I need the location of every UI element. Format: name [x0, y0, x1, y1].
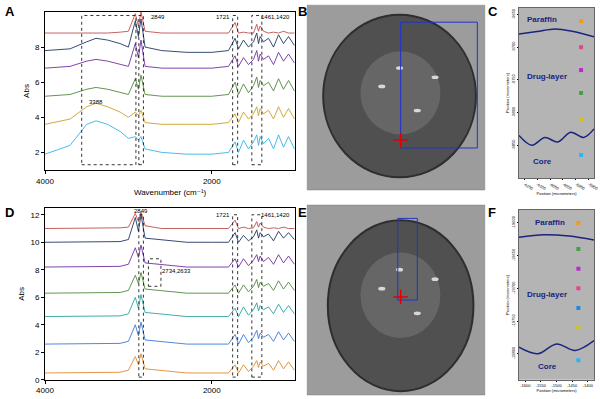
svg-text:-19750: -19750	[511, 313, 516, 326]
svg-text:8: 8	[35, 43, 40, 52]
svg-text:-6050: -6050	[549, 182, 561, 192]
svg-text:Position (micrometers): Position (micrometers)	[536, 191, 577, 196]
svg-text:D: D	[5, 205, 14, 220]
svg-text:Paraffin: Paraffin	[527, 15, 557, 24]
svg-text:-19600: -19600	[511, 215, 516, 228]
svg-text:4000: 4000	[36, 386, 54, 395]
svg-text:8: 8	[35, 266, 40, 275]
svg-text:Paraffin: Paraffin	[535, 218, 565, 227]
svg-text:-1550: -1550	[536, 383, 547, 388]
svg-text:1721: 1721	[216, 14, 230, 20]
svg-text:-9800: -9800	[511, 106, 516, 117]
svg-text:1461,1420: 1461,1420	[261, 212, 290, 218]
svg-text:10: 10	[30, 238, 39, 247]
svg-text:-19800: -19800	[511, 346, 516, 359]
svg-text:F: F	[488, 205, 496, 220]
svg-text:B: B	[298, 4, 307, 19]
svg-text:-9750: -9750	[511, 73, 516, 84]
svg-text:-5900: -5900	[587, 182, 599, 192]
svg-text:-6100: -6100	[536, 182, 548, 192]
svg-text:Abs: Abs	[22, 84, 31, 98]
svg-text:Position (micrometers): Position (micrometers)	[505, 72, 510, 113]
svg-text:-1400: -1400	[583, 383, 594, 388]
svg-text:A: A	[5, 4, 15, 19]
svg-text:2849: 2849	[151, 14, 165, 20]
svg-text:-19700: -19700	[511, 281, 516, 294]
svg-text:3388: 3388	[89, 99, 103, 105]
svg-text:0: 0	[35, 376, 40, 385]
svg-text:Abs: Abs	[17, 287, 26, 301]
svg-text:Position (micrometers): Position (micrometers)	[536, 388, 577, 393]
svg-text:1721: 1721	[216, 212, 230, 218]
svg-text:2849: 2849	[134, 208, 148, 214]
svg-text:-9700: -9700	[511, 41, 516, 52]
svg-text:-6150: -6150	[523, 182, 535, 192]
svg-text:E: E	[298, 205, 307, 220]
svg-text:2: 2	[35, 348, 40, 357]
svg-text:12: 12	[30, 211, 39, 220]
svg-text:-1450: -1450	[567, 383, 578, 388]
svg-text:6: 6	[35, 78, 40, 87]
svg-text:4: 4	[35, 113, 40, 122]
svg-text:2: 2	[35, 148, 40, 157]
svg-text:Position (micrometers): Position (micrometers)	[505, 274, 510, 315]
svg-text:-9850: -9850	[511, 139, 516, 150]
svg-text:1461,1420: 1461,1420	[261, 14, 290, 20]
svg-text:4: 4	[35, 321, 40, 330]
svg-text:-19650: -19650	[511, 248, 516, 261]
svg-text:Drug-layer: Drug-layer	[527, 290, 567, 299]
svg-text:-6000: -6000	[561, 182, 573, 192]
svg-text:4000: 4000	[36, 177, 54, 186]
svg-text:C: C	[488, 4, 498, 19]
svg-text:Drug-layer: Drug-layer	[527, 72, 567, 81]
svg-text:2000: 2000	[203, 177, 221, 186]
svg-text:6: 6	[35, 293, 40, 302]
svg-text:Core: Core	[538, 362, 557, 371]
svg-text:2734,2633: 2734,2633	[162, 268, 191, 274]
svg-text:Core: Core	[533, 157, 552, 166]
svg-text:Wavenumber (cm⁻¹): Wavenumber (cm⁻¹)	[134, 188, 207, 197]
svg-text:2000: 2000	[203, 386, 221, 395]
svg-text:-1600: -1600	[520, 383, 531, 388]
svg-text:-1500: -1500	[551, 383, 562, 388]
svg-text:-5950: -5950	[574, 182, 586, 192]
svg-text:-9650: -9650	[511, 8, 516, 19]
